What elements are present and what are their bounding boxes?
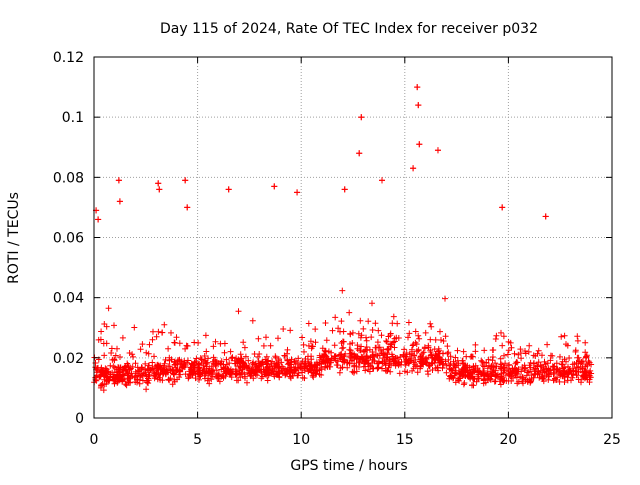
roti-peak-point: [434, 147, 441, 154]
roti-peak-point: [414, 84, 421, 91]
y-tick-label: 0.1: [62, 110, 84, 126]
roti-peak-point: [294, 189, 301, 196]
x-tick-label: 5: [193, 432, 202, 448]
x-tick-label: 15: [396, 432, 414, 448]
x-tick-label: 20: [499, 432, 517, 448]
axis-ticks: [93, 56, 613, 419]
y-tick-label: 0.02: [53, 351, 84, 367]
roti-peak-point: [416, 141, 423, 148]
x-tick-label: 10: [292, 432, 310, 448]
y-axis-label: ROTI / TECUs: [6, 192, 22, 284]
roti-peak-point: [182, 177, 189, 184]
x-tick-label: 25: [603, 432, 621, 448]
tick-labels: 0 0.02 0.04 0.06 0.08 0.1 0.12 0 5 10 15 20 25: [53, 50, 621, 448]
roti-peak-point: [225, 186, 232, 193]
roti-peak-point: [271, 183, 278, 190]
roti-peak-point: [116, 198, 123, 205]
y-tick-label: 0.08: [53, 170, 84, 186]
roti-peak-point: [358, 114, 365, 121]
roti-peak-point: [115, 177, 122, 184]
x-tick-label: 0: [90, 432, 99, 448]
y-tick-label: 0.04: [53, 291, 84, 307]
roti-peak-point: [415, 102, 422, 109]
roti-peak-point: [499, 204, 506, 211]
roti-peak-point: [379, 177, 386, 184]
roti-peak-point: [341, 186, 348, 193]
roti-peak-point: [156, 186, 163, 193]
x-axis-label: GPS time / hours: [290, 458, 407, 474]
roti-peak-point: [356, 150, 363, 157]
roti-point-markers: [91, 84, 595, 394]
roti-peak-point: [155, 180, 162, 187]
chart-title: Day 115 of 2024, Rate Of TEC Index for r…: [160, 21, 538, 37]
y-tick-label: 0.12: [53, 50, 84, 66]
roti-peak-point: [184, 204, 191, 211]
roti-peak-point: [410, 165, 417, 172]
roti-peak-point: [542, 213, 549, 220]
y-tick-label: 0.06: [53, 231, 84, 247]
y-tick-label: 0: [75, 411, 84, 427]
roti-peak-point: [95, 216, 102, 223]
data-points: [91, 84, 595, 394]
